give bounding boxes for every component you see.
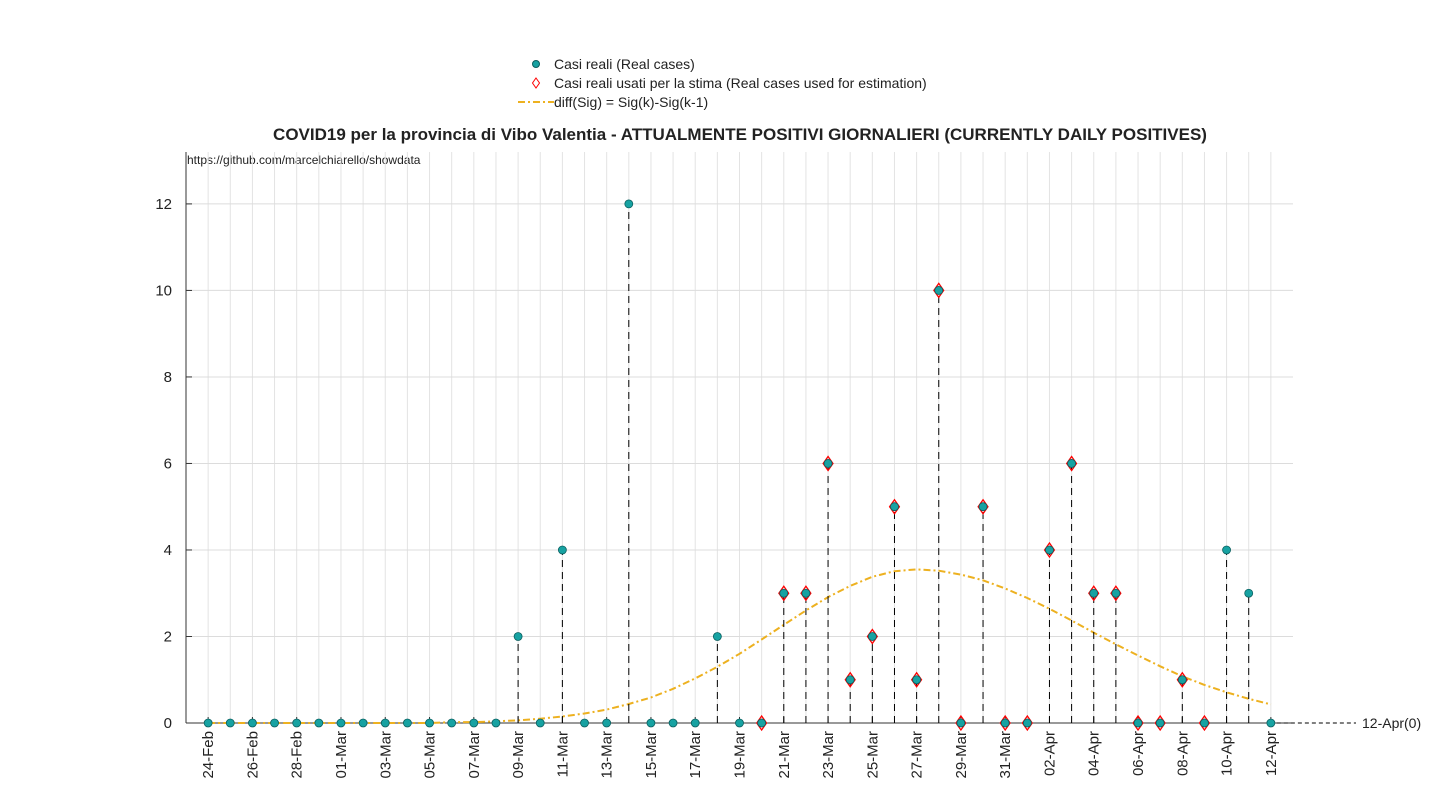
x-tick-label: 10-Apr bbox=[1219, 731, 1236, 776]
y-tick-label: 10 bbox=[155, 282, 172, 299]
x-tick-label: 04-Apr bbox=[1086, 731, 1103, 776]
real-marker bbox=[978, 502, 988, 512]
legend-label: diff(Sig) = Sig(k)-Sig(k-1) bbox=[554, 94, 708, 110]
x-tick-label: 11-Mar bbox=[554, 731, 571, 777]
legend: Casi reali (Real cases) Casi reali usati … bbox=[518, 56, 927, 110]
x-tick-label: 27-Mar bbox=[909, 731, 926, 779]
real-marker bbox=[1111, 588, 1121, 598]
real-marker bbox=[1155, 718, 1165, 728]
y-tick-label: 0 bbox=[164, 715, 172, 732]
x-tick-label: 08-Apr bbox=[1174, 731, 1191, 776]
real-marker bbox=[491, 718, 501, 728]
x-tick-label: 25-Mar bbox=[864, 731, 881, 779]
x-tick-label: 07-Mar bbox=[466, 731, 483, 779]
y-tick-label: 8 bbox=[164, 369, 172, 386]
real-marker bbox=[1177, 675, 1187, 685]
y-tick-label: 6 bbox=[164, 455, 172, 472]
x-tick-label: 19-Mar bbox=[732, 731, 749, 779]
legend-marker bbox=[531, 77, 541, 89]
x-tick-label: 09-Mar bbox=[510, 731, 527, 779]
real-marker bbox=[1222, 545, 1231, 555]
x-tick-label: 17-Mar bbox=[687, 731, 704, 779]
x-tick-label: 26-Feb bbox=[244, 731, 261, 779]
real-marker bbox=[823, 459, 833, 468]
real-marker bbox=[602, 718, 612, 728]
x-tick-label: 05-Mar bbox=[422, 731, 439, 779]
real-marker bbox=[735, 718, 744, 728]
real-marker bbox=[225, 718, 235, 728]
real-marker bbox=[912, 675, 922, 685]
legend-marker bbox=[532, 60, 540, 68]
real-marker bbox=[845, 675, 855, 685]
real-marker bbox=[535, 718, 545, 728]
real-marker bbox=[690, 718, 700, 728]
real-marker bbox=[358, 718, 368, 728]
real-marker bbox=[867, 632, 877, 641]
real-marker bbox=[646, 718, 656, 728]
real-marker bbox=[248, 718, 257, 728]
x-tick-label: 15-Mar bbox=[643, 731, 660, 779]
x-tick-label: 12-Apr bbox=[1263, 731, 1280, 776]
real-marker bbox=[513, 632, 523, 641]
x-tick-label: 31-Mar bbox=[997, 731, 1014, 779]
real-marker bbox=[890, 502, 899, 512]
source: https://github.com/marcelchiarello/showd… bbox=[187, 153, 421, 167]
real-marker bbox=[1089, 588, 1099, 598]
y-tick-label: 2 bbox=[164, 628, 172, 645]
real-marker bbox=[580, 718, 589, 728]
real-marker bbox=[425, 718, 434, 728]
real-marker bbox=[956, 718, 966, 728]
real-marker bbox=[801, 588, 811, 598]
real-marker bbox=[292, 718, 302, 728]
legend-label: Casi reali usati per la stima (Real case… bbox=[554, 75, 927, 91]
real-marker bbox=[469, 718, 479, 728]
x-tick-label: 01-Mar bbox=[333, 731, 350, 779]
real-marker bbox=[1067, 459, 1076, 468]
real-marker bbox=[203, 718, 213, 728]
real-marker bbox=[1266, 718, 1276, 728]
x-tick-label: 02-Apr bbox=[1041, 731, 1058, 776]
real-marker bbox=[380, 718, 390, 728]
real-marker bbox=[314, 718, 324, 728]
real-marker bbox=[1000, 718, 1010, 728]
real-marker bbox=[779, 588, 789, 598]
real-marker bbox=[336, 718, 346, 728]
real-marker bbox=[668, 718, 678, 728]
real-marker bbox=[624, 199, 634, 209]
real-marker bbox=[402, 718, 412, 728]
real-marker bbox=[1045, 545, 1054, 555]
real-marker bbox=[447, 718, 457, 728]
x-tick-label: 29-Mar bbox=[953, 731, 970, 779]
real-marker bbox=[1022, 718, 1032, 728]
x-tick-label: 24-Feb bbox=[200, 731, 217, 779]
real-marker bbox=[934, 286, 944, 295]
real-marker bbox=[1200, 718, 1209, 728]
marks: 12-Apr(0) bbox=[203, 199, 1421, 732]
y-tick-label: 12 bbox=[155, 196, 172, 213]
x-tick-label: 28-Feb bbox=[289, 731, 306, 779]
legend-label: Casi reali (Real cases) bbox=[554, 56, 695, 72]
real-marker bbox=[712, 632, 722, 641]
real-marker bbox=[1244, 588, 1254, 598]
x-tick-label: 13-Mar bbox=[599, 731, 616, 779]
y-tick-label: 4 bbox=[164, 542, 172, 559]
x-tick-label: 21-Mar bbox=[776, 731, 793, 779]
annotation: 12-Apr(0) bbox=[1362, 715, 1421, 731]
real-marker bbox=[270, 718, 279, 728]
x-tick-label: 03-Mar bbox=[377, 731, 394, 779]
x-tick-label: 23-Mar bbox=[820, 731, 837, 779]
real-marker bbox=[757, 718, 767, 728]
real-marker bbox=[557, 545, 567, 555]
x-tick-label: 06-Apr bbox=[1130, 731, 1147, 776]
real-marker bbox=[1133, 718, 1143, 728]
chart-title: COVID19 per la provincia di Vibo Valenti… bbox=[273, 125, 1207, 144]
